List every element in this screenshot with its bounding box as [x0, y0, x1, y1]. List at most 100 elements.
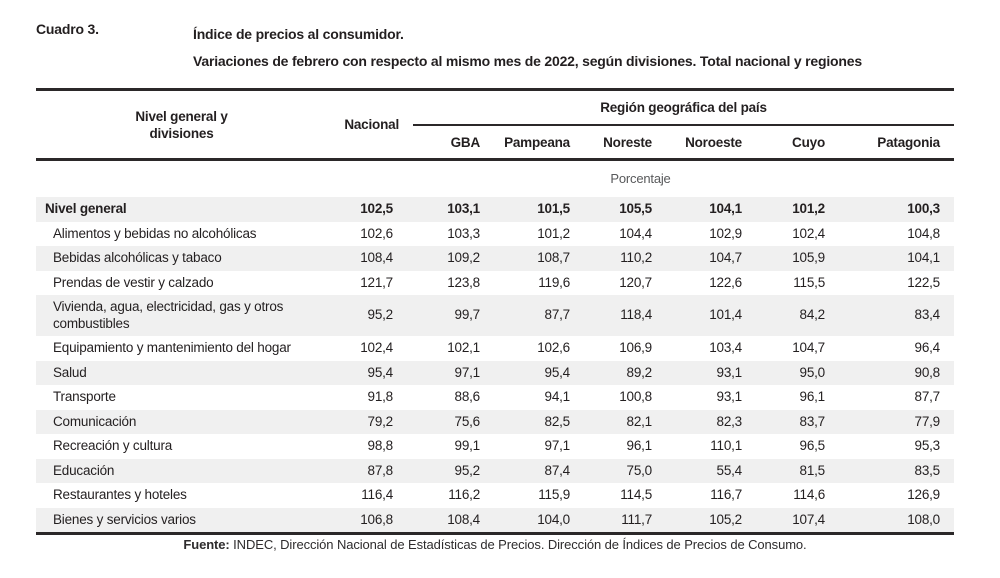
- value-cell: 83,5: [845, 458, 954, 483]
- value-cell: 104,1: [845, 246, 954, 271]
- value-cell: 96,1: [799, 389, 826, 404]
- value-cell: 95,0: [762, 360, 845, 385]
- source-note: Fuente: INDEC, Dirección Nacional de Est…: [36, 537, 954, 552]
- value-cell: 81,5: [762, 458, 845, 483]
- header-region-gba: GBA: [413, 125, 500, 161]
- value-cell: 100,3: [845, 197, 954, 222]
- value-cell: 102,6: [360, 225, 393, 241]
- value-cell: 118,4: [590, 295, 672, 336]
- value-cell: 108,0: [845, 507, 954, 535]
- row-label: Nivel general: [36, 197, 327, 222]
- value-cell: 77,9: [845, 409, 954, 434]
- header-region-pampeana: Pampeana: [500, 125, 590, 161]
- value-cell: 96,4: [914, 340, 941, 355]
- header-region-patagonia: Patagonia: [845, 125, 954, 161]
- row-label: Salud: [36, 360, 327, 385]
- value-cell: 108,4: [413, 507, 500, 535]
- row-label: Vivienda, agua, electricidad, gas y otro…: [36, 295, 327, 336]
- value-cell: 102,6: [537, 340, 570, 355]
- value-cell: 103,3: [447, 225, 480, 241]
- table-row: Prendas de vestir y calzado 121,7 123,8 119…: [36, 271, 954, 296]
- value-cell: 95,4: [500, 360, 590, 385]
- table-row: Recreación y cultura 98,8 99,1 97,1 96,1 110,…: [36, 434, 954, 459]
- table-row: Bebidas alcohólicas y tabaco 108,4 109,2 10…: [36, 246, 954, 271]
- value-cell: 107,4: [762, 507, 845, 535]
- row-label: Bienes y servicios varios: [36, 507, 327, 535]
- value-cell: 110,2: [590, 246, 672, 271]
- row-label: Prendas de vestir y calzado: [53, 274, 214, 290]
- value-cell: 104,7: [792, 340, 825, 355]
- value-cell: 116,2: [448, 487, 480, 502]
- value-cell: 87,4: [500, 458, 590, 483]
- value-cell: 102,4: [792, 225, 825, 241]
- value-cell: 98,8: [367, 438, 394, 453]
- value-cell: 101,4: [672, 295, 762, 336]
- row-label: Alimentos y bebidas no alcohólicas: [53, 225, 257, 241]
- row-label: Restaurantes y hoteles: [53, 487, 187, 502]
- source-label: Fuente:: [183, 537, 230, 552]
- value-cell: 102,1: [447, 340, 480, 355]
- value-cell: 103,1: [413, 197, 500, 222]
- value-cell: 104,4: [619, 225, 652, 241]
- value-cell: 102,5: [327, 197, 413, 222]
- title-line-1: Índice de precios al consumidor.: [193, 26, 404, 42]
- row-label: Transporte: [53, 389, 116, 404]
- value-cell: 75,0: [590, 458, 672, 483]
- value-cell: 105,5: [590, 197, 672, 222]
- value-cell: 82,1: [590, 409, 672, 434]
- table-number: Cuadro 3.: [36, 21, 99, 37]
- value-cell: 122,5: [907, 274, 940, 290]
- value-cell: 97,1: [413, 360, 500, 385]
- value-cell: 109,2: [413, 246, 500, 271]
- value-cell: 116,7: [710, 487, 742, 502]
- value-cell: 114,6: [793, 487, 825, 502]
- value-cell: 90,8: [845, 360, 954, 385]
- value-cell: 104,1: [672, 197, 762, 222]
- table-row: Transporte 91,8 88,6 94,1 100,8 93,1 96,1 87,7: [36, 385, 954, 410]
- value-cell: 114,5: [620, 487, 652, 502]
- value-cell: 108,4: [327, 246, 413, 271]
- value-cell: 89,2: [590, 360, 672, 385]
- value-cell: 75,6: [413, 409, 500, 434]
- value-cell: 104,7: [672, 246, 762, 271]
- table-row: Comunicación 79,2 75,6 82,5 82,1 82,3 83,7 77,9: [36, 409, 954, 434]
- table-row: Alimentos y bebidas no alcohólicas 102,6 1…: [36, 222, 954, 247]
- value-cell: 106,8: [327, 507, 413, 535]
- value-cell: 106,9: [619, 340, 652, 355]
- table-title: Índice de precios al consumidor. Variaci…: [193, 21, 862, 75]
- value-cell: 99,7: [413, 295, 500, 336]
- value-cell: 111,7: [590, 507, 672, 535]
- unit-row-spacer: [36, 159, 327, 197]
- value-cell: 122,6: [709, 274, 742, 290]
- table-row: Restaurantes y hoteles 116,4 116,2 115,9 114…: [36, 483, 954, 508]
- unit-row: Porcentaje: [36, 159, 954, 197]
- value-cell: 101,2: [762, 197, 845, 222]
- value-cell: 126,9: [907, 487, 940, 502]
- value-cell: 97,1: [544, 438, 571, 453]
- table-row: Nivel general 102,5 103,1 101,5 105,5 104,1 10…: [36, 197, 954, 222]
- value-cell: 104,0: [500, 507, 590, 535]
- header-divisions: Nivel general y divisiones: [36, 89, 327, 161]
- value-cell: 116,4: [361, 487, 393, 502]
- table-title-block: Cuadro 3. Índice de precios al consumido…: [36, 21, 960, 75]
- value-cell: 79,2: [327, 409, 413, 434]
- table-row: Equipamiento y mantenimiento del hogar 10…: [36, 336, 954, 361]
- value-cell: 87,8: [327, 458, 413, 483]
- header-divisions-label: Nivel general y divisiones: [135, 108, 228, 141]
- value-cell: 96,5: [799, 438, 826, 453]
- value-cell: 55,4: [672, 458, 762, 483]
- value-cell: 93,1: [672, 360, 762, 385]
- value-cell: 115,9: [538, 487, 570, 502]
- value-cell: 101,5: [500, 197, 590, 222]
- source-text: INDEC, Dirección Nacional de Estadística…: [233, 537, 807, 552]
- header-region-cuyo: Cuyo: [762, 125, 845, 161]
- value-cell: 84,2: [762, 295, 845, 336]
- value-cell: 104,8: [907, 225, 940, 241]
- table-row: Vivienda, agua, electricidad, gas y otro…: [36, 295, 954, 336]
- value-cell: 105,9: [762, 246, 845, 271]
- value-cell: 99,1: [454, 438, 481, 453]
- header-region-noroeste: Noroeste: [672, 125, 762, 161]
- value-cell: 83,7: [762, 409, 845, 434]
- value-cell: 95,2: [327, 295, 413, 336]
